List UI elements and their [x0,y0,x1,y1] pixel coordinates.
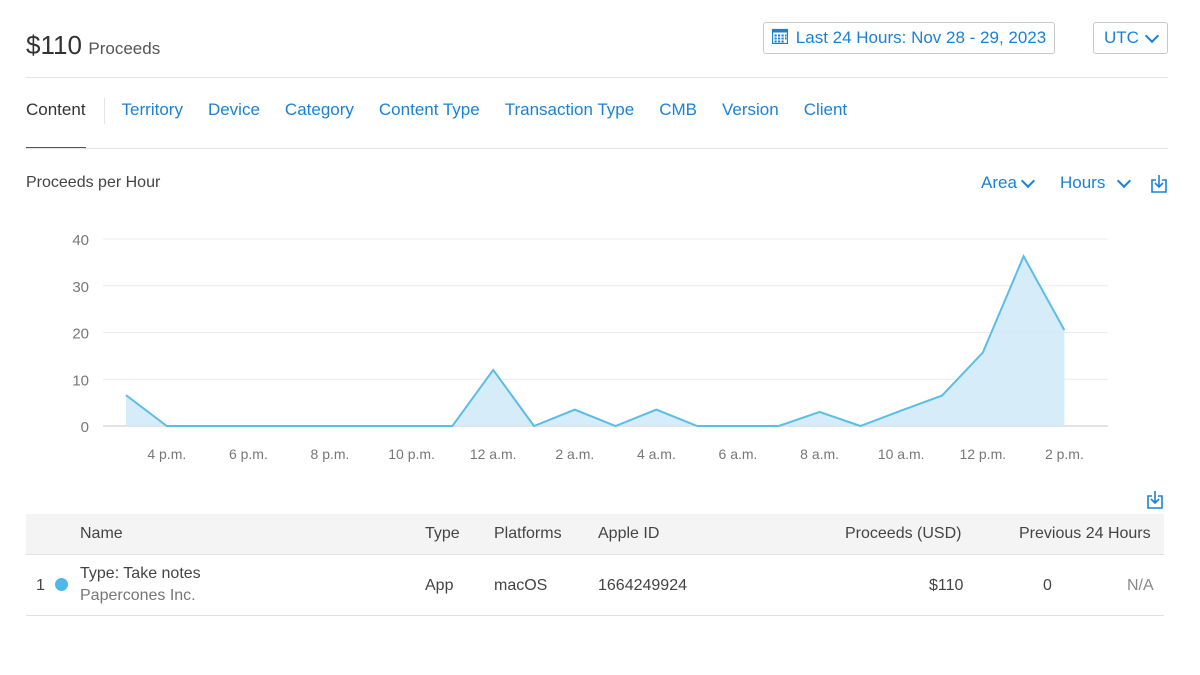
y-tick-label: 10 [72,372,89,389]
proceeds-area-chart: 0 10 20 30 40 4 p.m. 6 p.m. 8 p.m. 10 p.m. 12 a.m… [72,232,1108,462]
y-tick-label: 20 [72,326,89,343]
previous-value: 0 [1043,577,1052,594]
apple-id: 1664249924 [598,577,687,594]
tab-bar: Content Territory Device Category Conten… [26,98,872,148]
granularity-select[interactable]: Hours [1060,173,1132,193]
tab-transaction-type[interactable]: Transaction Type [504,100,635,119]
tab-version[interactable]: Version [721,100,779,119]
proceeds-value: $110 [929,577,964,594]
header-divider [26,77,1168,78]
column-header-previous[interactable]: Previous 24 Hours [1019,525,1151,542]
column-header-apple-id[interactable]: Apple ID [598,525,660,542]
chart-type-label: Area [981,173,1017,192]
chart-title: Proceeds per Hour [26,174,161,191]
proceeds-label: Proceeds [88,39,161,58]
column-header-name[interactable]: Name [80,525,123,542]
chevron-down-icon [1020,173,1035,188]
series-area [126,256,1065,426]
x-tick-label: 6 a.m. [719,446,758,462]
proceeds-amount: $110 [26,30,82,60]
timezone-select[interactable]: UTC [1093,22,1168,54]
tab-device[interactable]: Device [207,100,260,119]
y-tick-label: 40 [72,232,89,249]
y-tick-label: 0 [81,419,89,436]
x-tick-label: 4 p.m. [147,446,186,462]
tab-separator [103,98,105,124]
date-range-button[interactable]: Last 24 Hours: Nov 28 - 29, 2023 [763,22,1055,54]
tabs-divider [26,148,1168,149]
tab-content-type[interactable]: Content Type [378,100,480,119]
app-platforms: macOS [494,577,548,594]
x-tick-label: 4 a.m. [637,446,676,462]
tab-content[interactable]: Content [26,100,86,119]
y-tick-label: 30 [72,279,89,296]
app-type: App [425,577,454,594]
row-divider [26,615,1164,616]
chart-type-select[interactable]: Area [981,173,1035,193]
developer-name: Papercones Inc. [80,587,196,604]
column-header-type[interactable]: Type [425,525,460,542]
series-line [125,254,1066,428]
calendar-icon [771,28,788,49]
tab-cmb[interactable]: CMB [659,100,697,119]
series-color-dot [55,578,68,591]
timezone-label: UTC [1104,28,1139,47]
tab-territory[interactable]: Territory [121,100,183,119]
proceeds-summary: $110 Proceeds [26,30,160,61]
chevron-down-icon [1117,173,1132,188]
tab-client[interactable]: Client [803,100,848,119]
x-tick-label: 6 p.m. [229,446,268,462]
x-tick-label: 12 p.m. [959,446,1006,462]
x-tick-label: 2 p.m. [1045,446,1084,462]
x-tick-label: 8 p.m. [311,446,350,462]
x-tick-label: 2 a.m. [555,446,594,462]
download-icon[interactable] [1151,174,1167,198]
download-icon[interactable] [1147,490,1163,514]
date-range-label: Last 24 Hours: Nov 28 - 29, 2023 [795,28,1047,47]
x-tick-label: 8 a.m. [800,446,839,462]
table-header [26,514,1164,555]
column-header-proceeds[interactable]: Proceeds (USD) [845,525,962,542]
change-value: N/A [1127,577,1154,594]
row-rank: 1 [36,577,45,594]
tab-category[interactable]: Category [284,100,354,119]
x-tick-label: 10 p.m. [388,446,435,462]
x-tick-label: 12 a.m. [470,446,517,462]
x-tick-label: 10 a.m. [878,446,925,462]
chevron-down-icon [1144,28,1160,43]
granularity-label: Hours [1060,173,1106,192]
column-header-platforms[interactable]: Platforms [494,525,562,542]
app-name[interactable]: Type: Take notes [80,565,201,582]
